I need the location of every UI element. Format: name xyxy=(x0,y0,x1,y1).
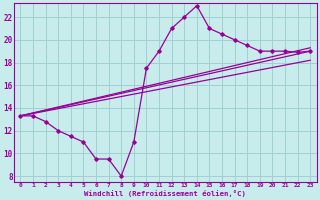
X-axis label: Windchill (Refroidissement éolien,°C): Windchill (Refroidissement éolien,°C) xyxy=(84,190,246,197)
